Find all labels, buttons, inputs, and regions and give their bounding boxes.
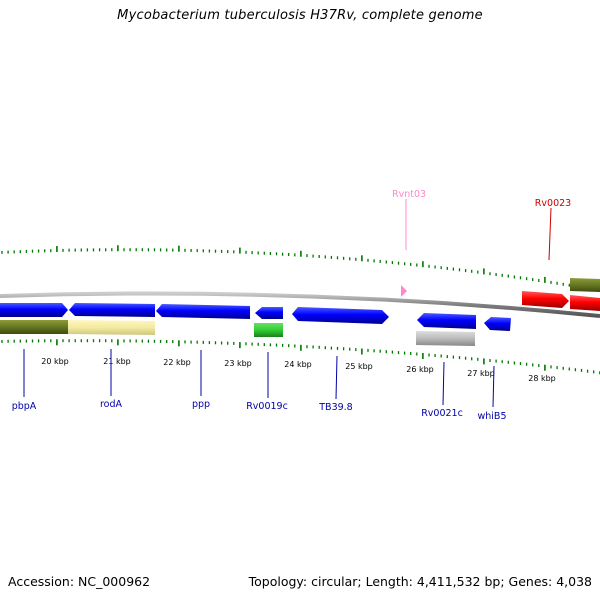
gene-labels-below: pbpA rodA ppp Rv0019c TB39.8 Rv0021c whi… (12, 349, 507, 422)
feature-green-block (254, 323, 283, 337)
gene-label-tb39-8: TB39.8 (318, 402, 352, 413)
cds-next-forward-arrow (570, 295, 600, 311)
leader-line (335, 355, 338, 400)
gene-label-pbpa: pbpA (12, 401, 37, 412)
cds-rv0023-arrow (522, 291, 569, 308)
gene-label-ppp: ppp (192, 399, 210, 410)
gene-labels-above: Rvnt03 Rv0023 (392, 189, 571, 261)
genome-backbone (0, 291, 600, 318)
gene-label-rv0021c: Rv0021c (421, 408, 463, 419)
outer-tick-ring (1, 245, 600, 292)
cds-whib5-arrow (484, 317, 511, 331)
scale-label: 20 kbp (41, 357, 69, 366)
gene-label-rvnt03: Rvnt03 (392, 189, 426, 200)
inner-tick-ring (1, 339, 600, 375)
feature-olive-block-right (570, 278, 600, 292)
scale-label: 22 kbp (163, 358, 191, 367)
feature-olive-block-left (0, 320, 68, 334)
accession-text: Accession: NC_000962 (8, 574, 151, 589)
leader-line (442, 361, 445, 406)
genome-summary-text: Topology: circular; Length: 4,411,532 bp… (248, 574, 592, 589)
gene-label-rv0019c: Rv0019c (246, 401, 288, 412)
map-title: Mycobacterium tuberculosis H37Rv, comple… (117, 8, 483, 23)
scale-label: 28 kbp (528, 374, 556, 383)
cds-rv0019c-arrow (255, 307, 283, 319)
leader-line (492, 365, 495, 408)
scale-label: 23 kbp (224, 359, 252, 368)
scale-label: 24 kbp (284, 360, 312, 369)
feature-grey-block (416, 331, 475, 346)
cds-tb39-8-arrow (292, 307, 389, 324)
cds-rodA-arrow (69, 303, 155, 317)
gene-label-rv0023: Rv0023 (535, 198, 571, 209)
cds-pbpA-arrow (0, 303, 68, 317)
scale-label: 21 kbp (103, 357, 131, 366)
scale-label: 27 kbp (467, 369, 495, 378)
gene-label-whib5: whiB5 (478, 411, 507, 422)
scale-labels: 20 kbp 21 kbp 22 kbp 23 kbp 24 kbp 25 kb… (41, 357, 556, 383)
gene-label-roda: rodA (100, 399, 123, 410)
leader-line (548, 207, 552, 261)
scale-label: 25 kbp (345, 362, 373, 371)
feature-pale-yellow-block (68, 320, 155, 335)
scale-label: 26 kbp (406, 365, 434, 374)
repeat-region-marker (401, 285, 407, 297)
cds-ppp-arrow (156, 304, 250, 319)
cds-rv0021c-arrow (417, 313, 476, 329)
